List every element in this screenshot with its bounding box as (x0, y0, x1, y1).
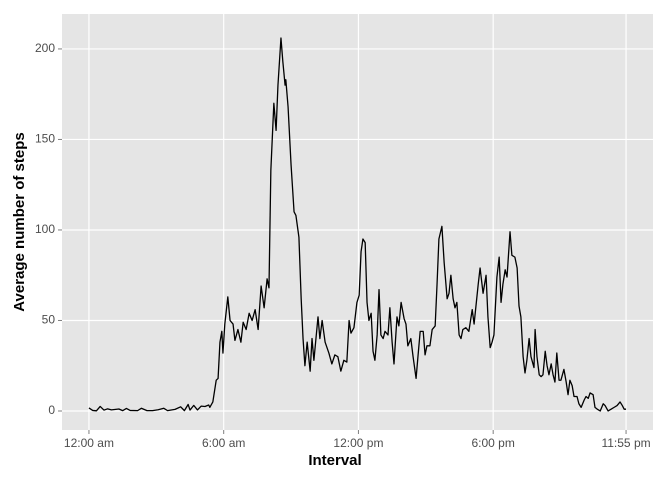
panel (62, 14, 653, 430)
x-tick-label: 6:00 am (202, 436, 245, 450)
y-tick-label: 150 (35, 132, 55, 146)
y-tick-label: 0 (48, 403, 55, 417)
x-tick-label: 11:55 pm (601, 436, 650, 450)
y-tick-label: 100 (35, 222, 55, 236)
line (88, 37, 627, 412)
y-axis-title: Average number of steps (11, 132, 28, 312)
y-tick-label: 50 (42, 313, 56, 327)
x-tick-label: 6:00 pm (471, 436, 514, 450)
x-axis-title: Interval (308, 452, 361, 469)
y-tick-label: 200 (35, 41, 55, 55)
x-tick-label: 12:00 am (64, 436, 114, 450)
x-tick-label: 12:00 pm (333, 436, 383, 450)
